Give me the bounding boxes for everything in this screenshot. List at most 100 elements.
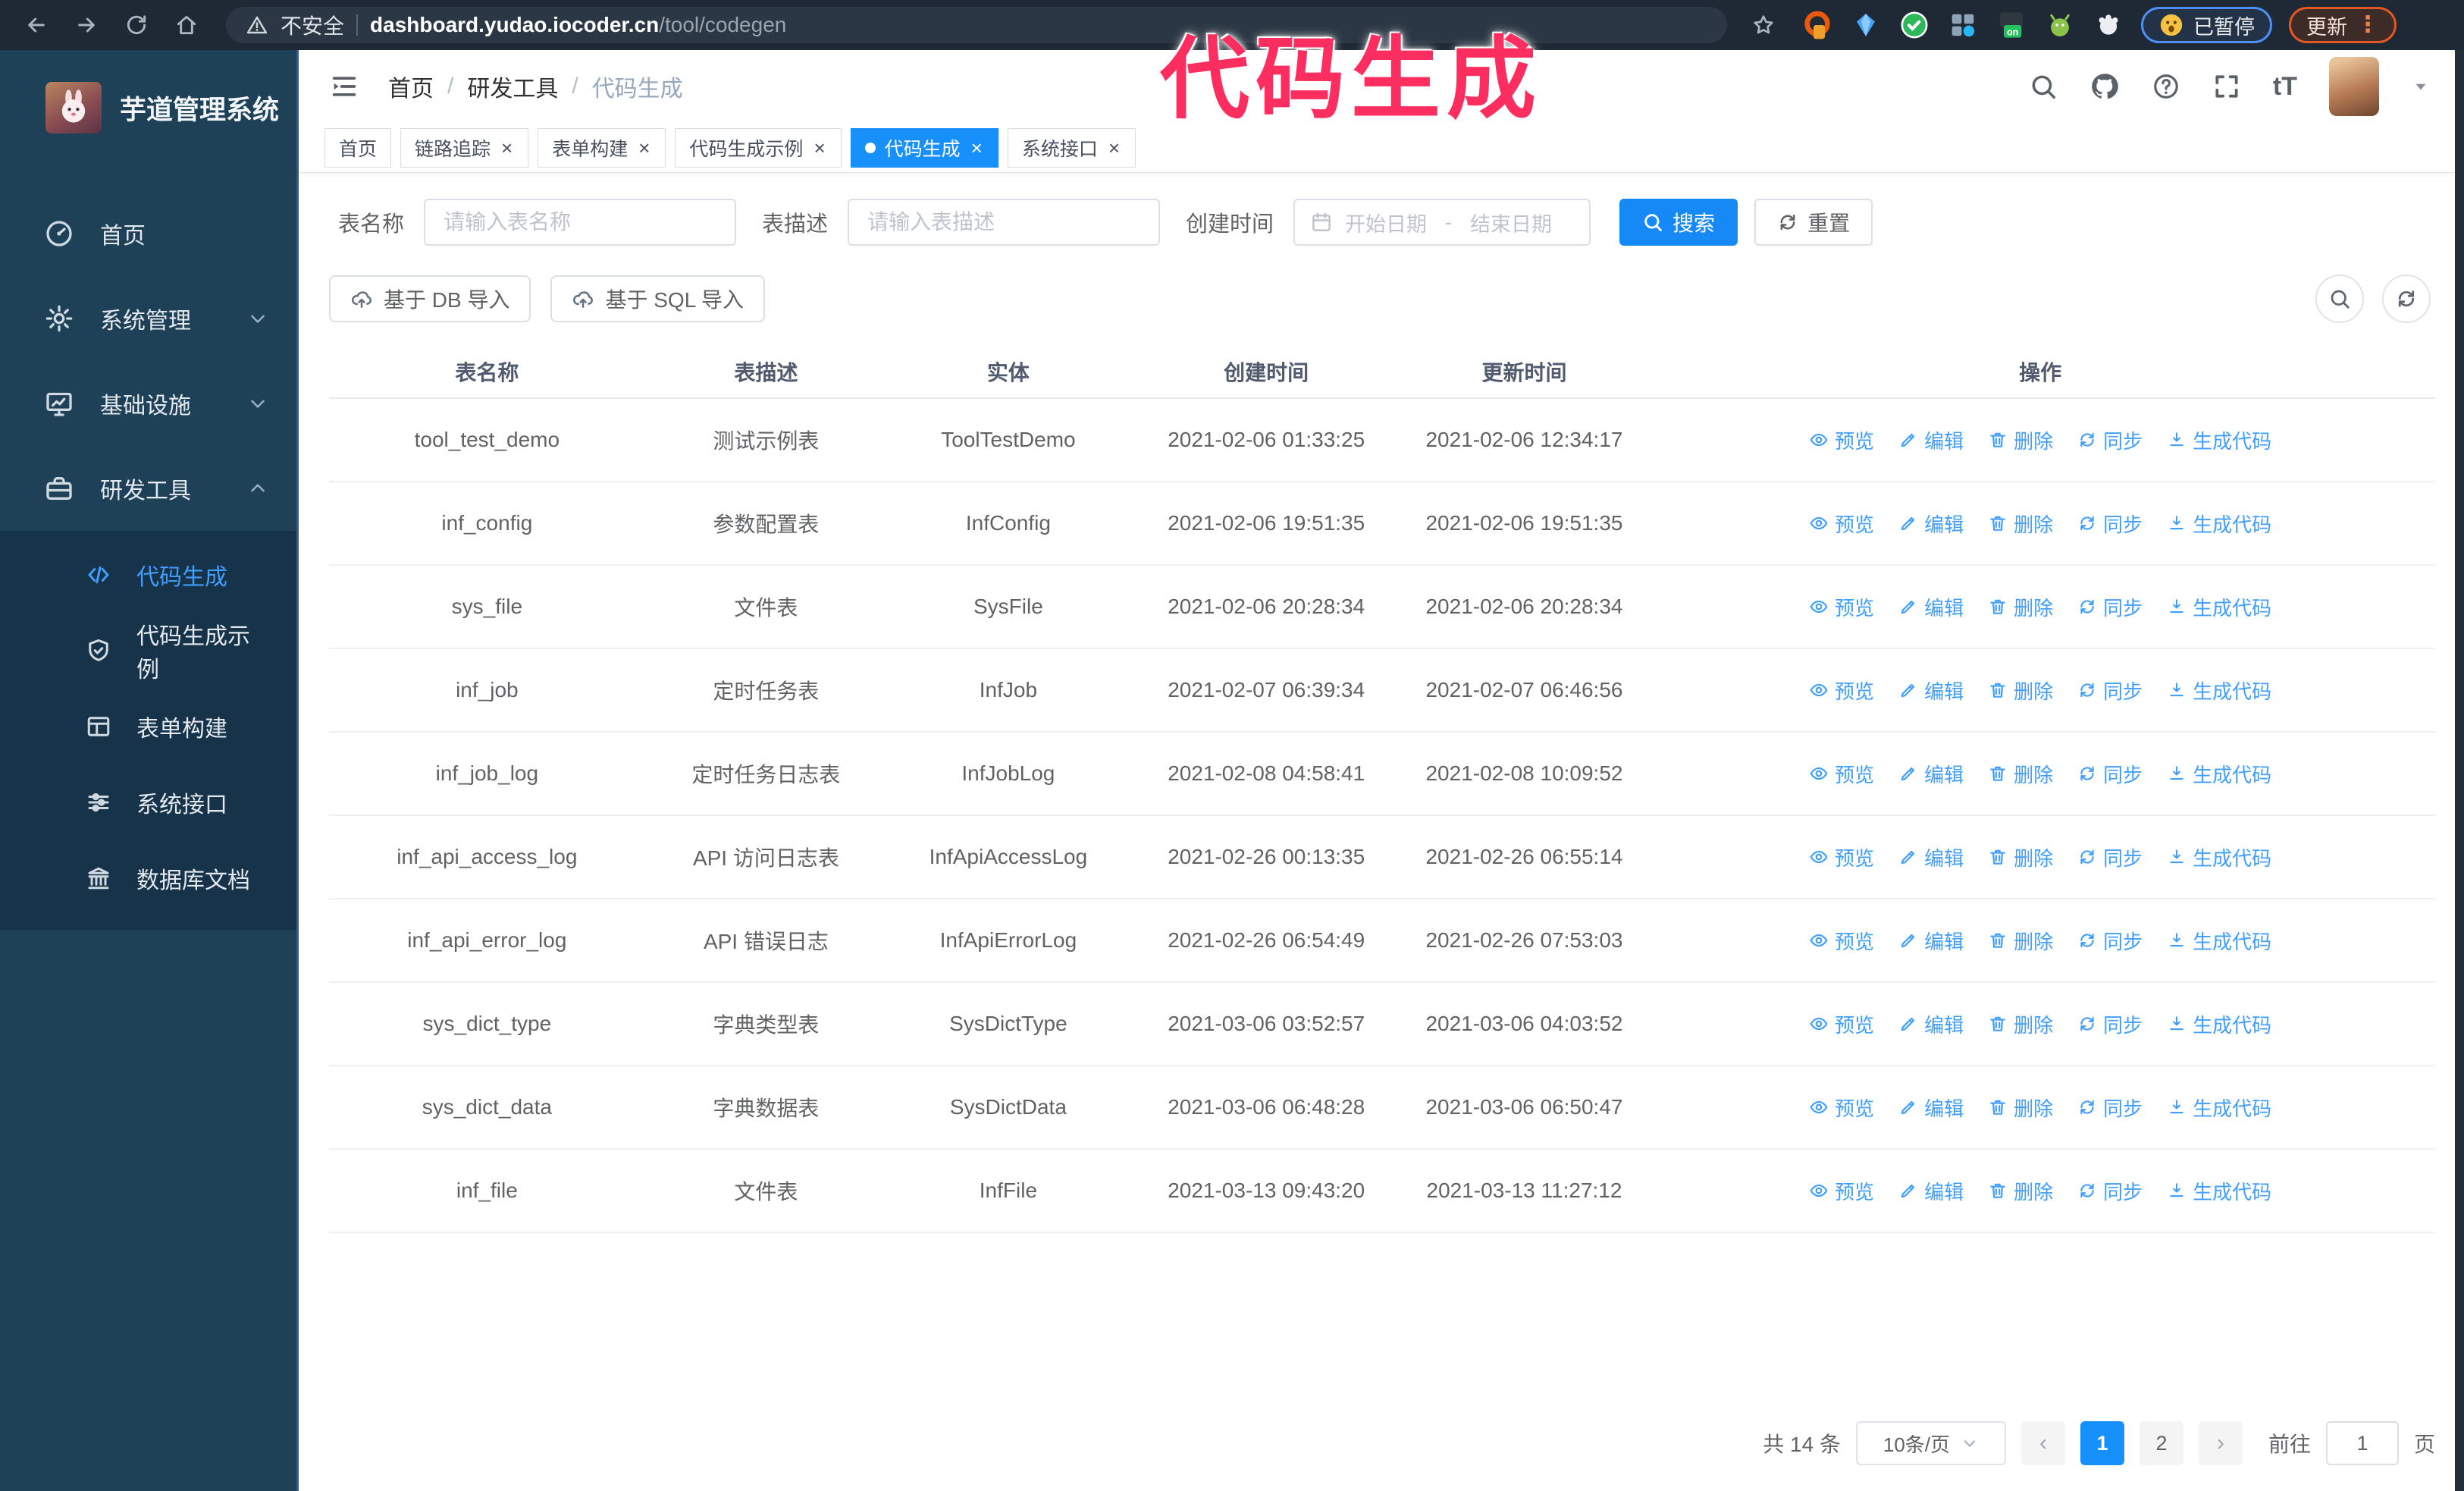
bookmark-star-icon[interactable] [1742,8,1785,42]
reset-button[interactable]: 重置 [1754,199,1873,246]
edit-link[interactable]: 编辑 [1898,1177,1964,1205]
fullscreen-icon[interactable] [2212,72,2241,101]
preview-link[interactable]: 预览 [1809,676,1874,705]
kebab-menu-icon[interactable]: ⋮ [2356,12,2379,37]
sidebar-subitem-2[interactable]: 表单构建 [0,689,296,764]
delete-link[interactable]: 删除 [1988,927,2053,955]
extension-icon[interactable]: on [1995,9,2027,41]
search-icon[interactable] [2029,72,2058,101]
preview-link[interactable]: 预览 [1809,510,1874,538]
sidebar-subitem-0[interactable]: 代码生成 [0,537,296,613]
browser-forward-icon[interactable] [65,8,108,42]
generate-code-link[interactable]: 生成代码 [2167,760,2271,788]
edit-link[interactable]: 编辑 [1898,927,1964,955]
generate-code-link[interactable]: 生成代码 [2167,1010,2271,1038]
sync-link[interactable]: 同步 [2077,927,2143,955]
breadcrumb-item-0[interactable]: 首页 [388,77,434,102]
sync-link[interactable]: 同步 [2077,510,2143,538]
delete-link[interactable]: 删除 [1988,593,2053,621]
extension-icon[interactable] [1898,9,1930,41]
edit-link[interactable]: 编辑 [1898,426,1964,454]
tab-item-5[interactable]: 系统接口 × [1007,127,1136,168]
browser-home-icon[interactable] [165,8,208,42]
tab-item-2[interactable]: 表单构建 × [538,127,666,168]
generate-code-link[interactable]: 生成代码 [2167,593,2271,621]
generate-code-link[interactable]: 生成代码 [2167,1094,2271,1122]
sidebar-subitem-3[interactable]: 系统接口 [0,764,296,840]
help-icon[interactable] [2152,72,2180,101]
delete-link[interactable]: 删除 [1988,676,2053,705]
sidebar-item-0[interactable]: 首页 [0,191,296,276]
db-import-button[interactable]: 基于 DB 导入 [329,275,531,322]
tab-item-3[interactable]: 代码生成示例 × [675,127,842,168]
extension-icon[interactable] [2044,9,2076,41]
github-icon[interactable] [2089,71,2120,102]
tab-item-4[interactable]: 代码生成 × [850,127,998,168]
sync-link[interactable]: 同步 [2077,593,2143,621]
extension-icon[interactable] [1947,9,1979,41]
sync-link[interactable]: 同步 [2077,426,2143,454]
tab-close-icon[interactable]: × [638,136,650,159]
edit-link[interactable]: 编辑 [1898,760,1964,788]
breadcrumb-item-1[interactable]: 研发工具 [467,77,559,102]
tab-close-icon[interactable]: × [501,136,513,159]
sidebar-item-2[interactable]: 基础设施 [0,361,296,446]
refresh-table-button[interactable] [2382,275,2431,323]
table-desc-input[interactable] [848,199,1161,246]
preview-link[interactable]: 预览 [1809,426,1874,454]
edit-link[interactable]: 编辑 [1898,1010,1964,1038]
tab-item-1[interactable]: 链路追踪 × [400,127,529,168]
delete-link[interactable]: 删除 [1988,426,2053,454]
sync-link[interactable]: 同步 [2077,760,2143,788]
page-button-1[interactable]: 1 [2080,1421,2124,1465]
preview-link[interactable]: 预览 [1809,593,1874,621]
extension-icon[interactable] [1850,9,1882,41]
preview-link[interactable]: 预览 [1809,843,1874,871]
edit-link[interactable]: 编辑 [1898,593,1964,621]
sql-import-button[interactable]: 基于 SQL 导入 [550,275,766,322]
table-name-input[interactable] [424,199,737,246]
next-page-button[interactable]: › [2198,1421,2243,1465]
tab-close-icon[interactable]: × [813,136,826,159]
edit-link[interactable]: 编辑 [1898,676,1964,705]
delete-link[interactable]: 删除 [1988,1010,2053,1038]
update-button[interactable]: 更新 ⋮ [2289,7,2397,43]
chevron-down-icon[interactable] [2411,77,2431,96]
avatar[interactable] [2329,57,2379,116]
generate-code-link[interactable]: 生成代码 [2167,843,2271,871]
extension-icon[interactable] [1801,9,1833,41]
page-size-select[interactable]: 10条/页 [1855,1421,2006,1465]
preview-link[interactable]: 预览 [1809,1010,1874,1038]
search-button[interactable]: 搜索 [1619,199,1738,246]
preview-link[interactable]: 预览 [1809,927,1874,955]
preview-link[interactable]: 预览 [1809,1094,1874,1122]
delete-link[interactable]: 删除 [1988,1177,2053,1205]
sync-link[interactable]: 同步 [2077,843,2143,871]
sync-link[interactable]: 同步 [2077,1177,2143,1205]
sidebar-subitem-1[interactable]: 代码生成示例 [0,613,296,689]
sidebar-item-1[interactable]: 系统管理 [0,276,296,361]
sidebar-item-3[interactable]: 研发工具 [0,446,296,531]
delete-link[interactable]: 删除 [1988,760,2053,788]
generate-code-link[interactable]: 生成代码 [2167,676,2271,705]
browser-back-icon[interactable] [15,8,58,42]
sync-link[interactable]: 同步 [2077,1010,2143,1038]
show-search-button[interactable] [2315,275,2364,323]
page-button-2[interactable]: 2 [2139,1421,2183,1465]
edit-link[interactable]: 编辑 [1898,843,1964,871]
tab-item-0[interactable]: 首页 [324,127,392,168]
sidebar-subitem-4[interactable]: 数据库文档 [0,840,296,916]
browser-reload-icon[interactable] [115,8,158,42]
prev-page-button[interactable]: ‹ [2020,1421,2065,1465]
font-size-icon[interactable]: tT [2272,71,2297,101]
sync-link[interactable]: 同步 [2077,676,2143,705]
extension-icon[interactable] [2093,9,2124,41]
paused-badge[interactable]: 已暂停 [2141,7,2272,43]
preview-link[interactable]: 预览 [1809,760,1874,788]
date-range-picker[interactable]: 开始日期 - 结束日期 [1293,199,1591,246]
generate-code-link[interactable]: 生成代码 [2167,1177,2271,1205]
sync-link[interactable]: 同步 [2077,1094,2143,1122]
edit-link[interactable]: 编辑 [1898,510,1964,538]
hamburger-icon[interactable] [329,71,359,102]
generate-code-link[interactable]: 生成代码 [2167,510,2271,538]
